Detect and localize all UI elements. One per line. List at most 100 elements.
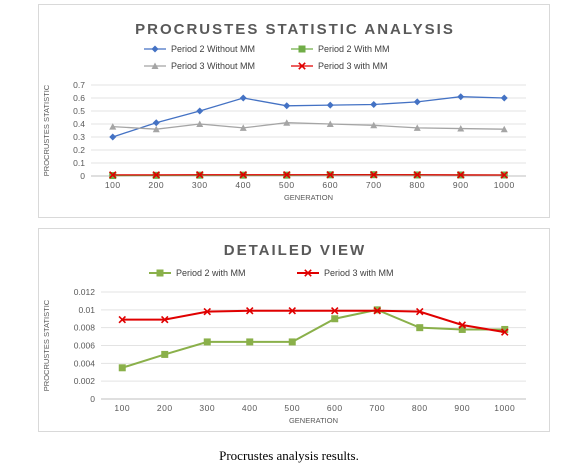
data-point <box>283 119 291 126</box>
data-point <box>245 306 254 315</box>
series-line <box>122 309 505 334</box>
legend-marker <box>151 45 159 53</box>
x-axis-title: GENERATION <box>284 193 333 202</box>
y-tick-label: 0.002 <box>74 376 96 386</box>
data-point <box>196 120 204 127</box>
data-point <box>118 364 126 372</box>
y-tick-label: 0 <box>80 171 85 181</box>
data-point <box>196 107 204 115</box>
data-point <box>457 93 465 101</box>
y-axis-title: PROCRUSTES STATISTIC <box>42 299 51 391</box>
data-point <box>500 328 509 336</box>
chart-title: DETAILED VIEW <box>224 242 366 259</box>
series-line <box>112 96 505 138</box>
data-point <box>288 306 297 315</box>
legend-label: Period 2 Without MM <box>171 44 255 54</box>
x-tick-label: 700 <box>369 403 385 413</box>
x-tick-label: 100 <box>114 403 130 413</box>
y-tick-label: 0.006 <box>74 341 96 351</box>
data-point <box>413 98 421 106</box>
series-line <box>112 122 505 130</box>
data-point <box>413 170 422 179</box>
y-tick-label: 0.008 <box>74 323 96 333</box>
x-tick-label: 1000 <box>494 403 515 413</box>
y-tick-label: 0.01 <box>78 305 95 315</box>
y-tick-label: 0.7 <box>73 80 85 90</box>
data-point <box>326 170 335 179</box>
data-point <box>500 171 509 179</box>
data-point <box>326 101 334 109</box>
x-tick-label: 600 <box>322 180 338 190</box>
x-tick-label: 800 <box>412 403 428 413</box>
data-point <box>326 120 334 127</box>
data-point <box>203 307 212 316</box>
x-tick-label: 900 <box>454 403 470 413</box>
x-tick-label: 1000 <box>494 180 515 190</box>
data-point <box>161 350 169 358</box>
x-tick-label: 800 <box>409 180 425 190</box>
data-point <box>203 338 211 346</box>
data-point <box>152 119 160 127</box>
data-point <box>501 325 509 333</box>
data-point <box>330 306 339 315</box>
data-point <box>246 338 254 346</box>
data-point <box>416 324 424 332</box>
x-tick-label: 400 <box>242 403 258 413</box>
data-point <box>370 121 378 129</box>
y-tick-label: 0.3 <box>73 132 85 142</box>
data-point <box>152 125 160 133</box>
data-point <box>373 306 382 315</box>
data-point <box>239 94 247 102</box>
series-line <box>121 308 505 369</box>
x-tick-label: 600 <box>327 403 343 413</box>
data-point <box>415 307 424 316</box>
y-tick-label: 0.4 <box>73 119 85 129</box>
legend-marker <box>151 62 159 69</box>
legend-label: Period 3 with MM <box>324 268 394 278</box>
chart-title: PROCRUSTES STATISTIC ANALYSIS <box>135 21 455 38</box>
legend-label: Period 2 with MM <box>176 268 246 278</box>
figure-caption: Procrustes analysis results. <box>219 448 359 463</box>
data-point <box>288 338 296 346</box>
data-point <box>458 325 466 333</box>
data-point <box>108 171 117 179</box>
y-tick-label: 0.5 <box>73 106 85 116</box>
procrustes-analysis-svg: PROCRUSTES STATISTIC ANALYSIS Period 2 Wi… <box>42 21 526 202</box>
x-tick-label: 500 <box>279 180 295 190</box>
y-tick-label: 0.1 <box>73 158 85 168</box>
x-tick-label: 200 <box>148 180 164 190</box>
data-point <box>160 315 169 324</box>
procrustes-analysis-chart: PROCRUSTES STATISTIC ANALYSIS Period 2 Wi… <box>38 4 550 218</box>
data-point <box>109 123 117 130</box>
legend-marker <box>304 269 312 277</box>
data-point <box>239 170 248 179</box>
x-tick-label: 900 <box>453 180 469 190</box>
x-tick-label: 400 <box>235 180 251 190</box>
x-tick-label: 200 <box>157 403 173 413</box>
data-point <box>369 170 378 179</box>
data-point <box>331 315 339 323</box>
data-point <box>152 171 161 179</box>
x-tick-label: 700 <box>366 180 382 190</box>
data-point <box>500 125 508 133</box>
data-point <box>370 101 378 108</box>
data-point <box>283 102 291 110</box>
detailed-view-chart: DETAILED VIEW Period 2 with MM Period 3 wi… <box>38 228 550 432</box>
data-point <box>413 124 421 131</box>
legend-label: Period 3 with MM <box>318 61 388 71</box>
data-point <box>239 124 247 131</box>
data-point <box>456 171 465 179</box>
y-tick-label: 0.012 <box>74 287 96 297</box>
x-tick-label: 300 <box>192 180 208 190</box>
data-point <box>282 170 291 179</box>
legend-label: Period 3 Without MM <box>171 61 255 71</box>
y-tick-label: 0 <box>90 394 95 404</box>
x-tick-label: 100 <box>105 180 121 190</box>
legend-marker <box>298 45 306 53</box>
data-point <box>195 170 204 179</box>
legend-marker <box>156 269 164 277</box>
data-point <box>457 125 465 132</box>
x-axis-title: GENERATION <box>289 416 338 425</box>
y-tick-label: 0.6 <box>73 93 85 103</box>
y-axis-title: PROCRUSTES STATISTIC <box>42 84 51 176</box>
